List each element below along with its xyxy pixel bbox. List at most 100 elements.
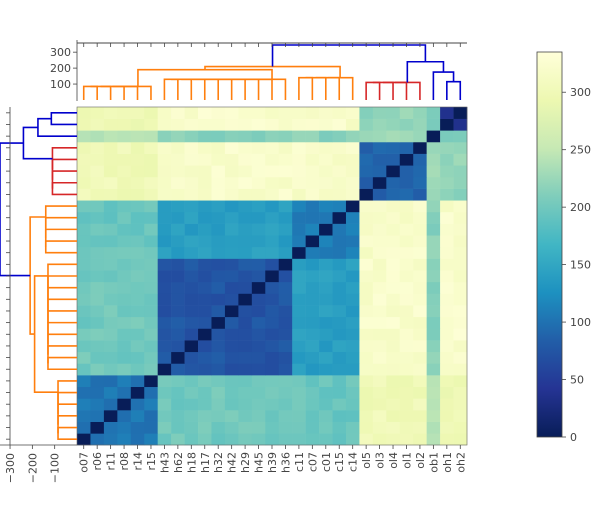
heatmap-cell-o07-r08 [117,433,132,446]
heatmap-cell-ol1-h29 [238,153,253,166]
heatmap-cell-c14-r14 [130,200,145,213]
heatmap-cell-ol4-r08 [117,165,132,178]
heatmap-cell-r08-h43 [157,398,172,411]
heatmap-cell-ol3-ol3 [372,176,387,189]
heatmap-cell-r14-h29 [238,386,253,399]
heatmap-cell-c07-oh2 [453,235,468,248]
heatmap-cell-h42-h17 [198,305,212,318]
heatmap-cell-r14-h45 [251,386,266,399]
heatmap-cell-h29-r08 [117,293,132,306]
heatmap-cell-h36-c01 [319,258,333,271]
heatmap-cell-ol5-ol4 [386,188,401,201]
heatmap-cell-ol1-r11 [103,153,118,166]
heatmap-cell-c01-c07 [305,223,320,236]
heatmap-cell-h32-ob1 [426,316,441,329]
heatmap-cell-h29-c07 [305,293,320,306]
heatmap-cell-ol5-r08 [117,188,132,201]
heatmap-cell-ol1-c01 [319,153,333,166]
heatmap-cell-h39-h18 [184,270,199,283]
heatmap-cell-h17-ol4 [386,328,401,341]
heatmap-cell-ob1-h45 [251,130,266,143]
heatmap-cell-h18-o07 [77,340,91,353]
heatmap-cell-oh1-r15 [144,118,158,131]
heatmap-cell-o07-ol5 [359,433,374,446]
heatmap-cell-h18-h36 [278,340,293,353]
heatmap-cell-c07-ob1 [426,235,441,248]
heatmap-cell-ol3-oh1 [440,176,454,189]
heatmap-cell-r06-ob1 [426,421,441,434]
heatmap-cell-ol5-oh1 [440,188,454,201]
heatmap-cell-h18-r11 [103,340,118,353]
heatmap-cell-h36-oh1 [440,258,454,271]
heatmap-cell-o07-h36 [278,433,293,446]
heatmap-cell-c15-ol5 [359,211,374,224]
heatmap-cell-r11-c14 [345,410,360,422]
heatmap-cell-r15-h62 [171,375,185,388]
heatmap-cell-h18-h43 [157,340,172,353]
heatmap-cell-r14-c01 [319,386,333,399]
heatmap-cell-r15-c14 [345,375,360,388]
heatmap-cell-c07-ol3 [372,235,387,248]
heatmap-cell-o07-r15 [144,433,158,446]
heatmap-cell-h62-h32 [211,351,226,364]
heatmap-cell-r06-c15 [332,421,347,434]
heatmap-cell-ol2-ol2 [413,141,427,154]
heatmap-cell-ob1-oh1 [440,130,454,143]
heatmap-cell-h36-o07 [77,258,91,271]
heatmap-cell-h29-c01 [319,293,333,306]
heatmap-cell-ob1-ol5 [359,130,374,143]
heatmap-cell-oh1-ol2 [413,118,427,131]
heatmap-cell-r11-h43 [157,410,172,422]
heatmap-cell-h43-ol3 [372,363,387,376]
heatmap-cell-oh2-o07 [77,107,91,119]
heatmap-cell-h42-h39 [265,305,280,318]
heatmap-cell-h32-h42 [224,316,239,329]
heatmap-cell-h43-h29 [238,363,253,376]
heatmap-cell-c11-h42 [224,246,239,259]
heatmap-cell-h39-o07 [77,270,91,283]
heatmap-cell-ob1-ol2 [413,130,427,143]
left-axis-tick-label: −100 [49,453,62,483]
heatmap-cell-h36-h29 [238,258,253,271]
heatmap-cell-r15-r11 [103,375,118,388]
heatmap-cell-h42-c15 [332,305,347,318]
heatmap-cell-h45-r11 [103,281,118,294]
heatmap-cell-h32-oh1 [440,316,454,329]
heatmap-cell-c07-c11 [292,235,306,248]
x-tick-label-h42: h42 [226,452,239,473]
heatmap-cell-ol3-c15 [332,176,347,189]
heatmap-cell-o07-h42 [224,433,239,446]
heatmap-cell-c01-h32 [211,223,226,236]
heatmap-cell-r15-ol5 [359,375,374,388]
heatmap-cell-h32-h39 [265,316,280,329]
heatmap-cell-ol2-c15 [332,141,347,154]
heatmap-cell-r11-h18 [184,410,199,422]
heatmap-cell-h29-o07 [77,293,91,306]
top-dendrogram-link [181,78,206,100]
heatmap-cell-r11-ol1 [399,410,414,422]
heatmap-cell-c15-ob1 [426,211,441,224]
heatmap-cell-h36-r14 [130,258,145,271]
heatmap-cell-h42-ol3 [372,305,387,318]
left-dendrogram-link [57,403,77,425]
heatmap-cell-h43-r11 [103,363,118,376]
heatmap-cell-c14-c07 [305,200,320,213]
heatmap-cell-r14-h62 [171,386,185,399]
heatmap-cell-h36-ol4 [386,258,401,271]
x-tick-label-h36: h36 [279,452,292,473]
heatmap-cell-c15-c11 [292,211,306,224]
heatmap-cell-ol2-h36 [278,141,293,154]
heatmap-cell-c11-ol2 [413,246,427,259]
heatmap-cell-r06-c11 [292,421,306,434]
heatmap-cell-r06-ol2 [413,421,427,434]
heatmap-cell-h17-c07 [305,328,320,341]
heatmap-cell-h43-h32 [211,363,226,376]
heatmap-cell-h43-c14 [345,363,360,376]
heatmap-cell-oh2-c14 [345,107,360,119]
heatmap-cell-c07-h36 [278,235,293,248]
heatmap-cell-c11-ol3 [372,246,387,259]
heatmap-cell-h17-h32 [211,328,226,341]
colorbar: 0 50 100 150 200 250 300 [536,51,591,444]
heatmap-cell-h39-h62 [171,270,185,283]
heatmap-cell-r11-h45 [251,410,266,422]
